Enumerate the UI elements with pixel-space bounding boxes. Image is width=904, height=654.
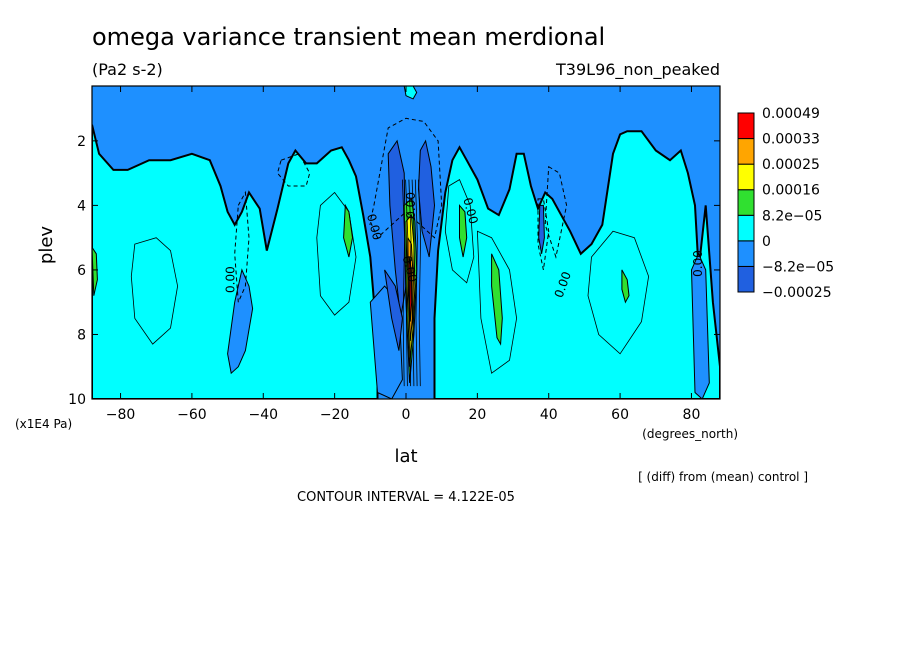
contour-line (587, 230, 650, 355)
x-tick-label: 20 (468, 407, 486, 423)
contour-region (433, 130, 720, 399)
colorbar-swatch (737, 265, 755, 293)
contour-line (408, 179, 412, 387)
chart-units: (Pa2 s-2) (92, 60, 163, 79)
colorbar-swatch (737, 163, 755, 191)
colorbar-swatch (737, 112, 755, 140)
y-axis-units: (x1E4 Pa) (15, 417, 72, 431)
dashed-contour (234, 190, 250, 303)
colorbar-swatch (737, 240, 755, 267)
x-tick-label: −60 (177, 407, 207, 423)
contour-fill-group: 0.000.000.00 0.000.000.000.00 (92, 86, 720, 399)
x-axis-title: lat (394, 446, 417, 467)
colorbar-label: −8.2e−05 (762, 259, 834, 275)
contour-region (227, 268, 254, 375)
x-tick-label: 80 (683, 407, 701, 423)
contour-line (476, 230, 518, 374)
x-tick-label: −80 (106, 407, 136, 423)
x-tick-label: −40 (248, 407, 278, 423)
contour-region (92, 246, 98, 296)
contour-label: 0.00 (691, 250, 705, 277)
colorbar-label: 0 (762, 234, 771, 250)
contour-region (538, 204, 545, 254)
contour-line (316, 191, 357, 316)
colorbar-label: 0.00025 (762, 157, 820, 173)
contour-line (402, 179, 406, 387)
contour-region (459, 204, 468, 258)
contour-region (621, 269, 630, 304)
contour-region (403, 86, 418, 100)
colorbar-label: 0.00049 (762, 106, 820, 122)
y-tick-label: 2 (77, 134, 86, 150)
diff-note: [ (diff) from (mean) control ] (638, 470, 808, 484)
contour-region (384, 269, 403, 351)
colorbar-swatch (737, 189, 755, 216)
dashed-contour (537, 198, 550, 271)
plot-area: 0.000.000.00 0.000.000.000.00 (91, 85, 721, 400)
x-tick-label: 60 (611, 407, 629, 423)
colorbar-swatch (737, 138, 755, 165)
contour-line (444, 179, 475, 284)
axes: −80 −60 −40 −20 0 20 40 60 80 2 4 6 8 10 (68, 86, 720, 423)
contour-region (690, 252, 710, 399)
x-axis-units: (degrees_north) (642, 427, 738, 441)
contour-label: 0.00 (224, 266, 238, 293)
y-tick-label: 10 (68, 392, 86, 408)
colorbar-label: 8.2e−05 (762, 208, 822, 224)
contour-label: 0.00 (460, 196, 480, 225)
contour-line (414, 179, 418, 387)
y-tick-label: 6 (77, 263, 86, 279)
contour-line (418, 179, 422, 387)
contour-line (411, 179, 415, 387)
experiment-label: T39L96_non_peaked (555, 60, 720, 80)
contour-label: 0.00 (364, 212, 384, 241)
colorbar-swatch (737, 214, 755, 242)
contour-label: 0.00 (404, 192, 418, 219)
contour-region (491, 253, 503, 346)
colorbar-label: 0.00016 (762, 183, 820, 199)
x-tick-label: −20 (320, 407, 350, 423)
contour-line (130, 237, 179, 345)
contour-interval: CONTOUR INTERVAL = 4.122E-05 (297, 490, 515, 505)
contour-region (92, 124, 379, 399)
contour-label: 0.00 (400, 254, 420, 283)
y-tick-label: 8 (77, 327, 86, 343)
contour-line (405, 179, 409, 387)
chart-title: omega variance transient mean merdional (92, 23, 605, 51)
y-tick-label: 4 (77, 198, 86, 214)
colorbar-label: −0.00025 (762, 285, 832, 301)
x-tick-label: 40 (540, 407, 558, 423)
colorbar: −0.00025 −8.2e−05 0 8.2e−05 0.00016 0.00025 0.… (737, 106, 834, 301)
x-tick-label: 0 (402, 407, 411, 423)
colorbar-label: 0.00033 (762, 132, 820, 148)
y-axis-title: plev (36, 226, 57, 265)
dashed-contour (369, 117, 443, 239)
